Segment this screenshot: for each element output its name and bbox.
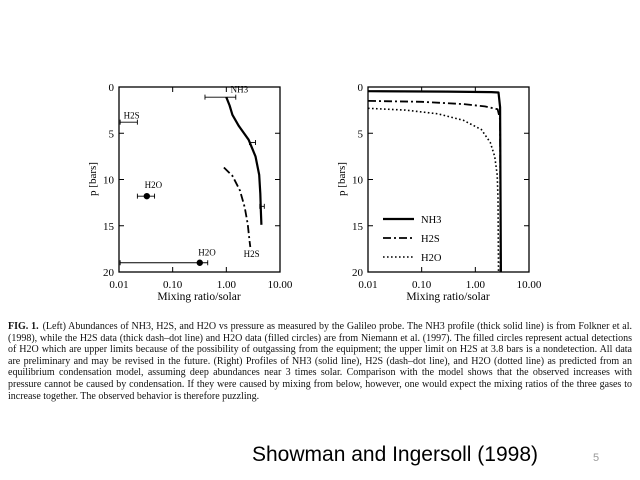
x-tick-label: 1.00 bbox=[466, 279, 486, 291]
right-series-layer bbox=[368, 90, 502, 272]
citation-text: Showman and Ingersoll (1998) bbox=[252, 443, 539, 466]
right-h2s-line bbox=[368, 100, 502, 272]
right-x-axis-label: Mixing ratio/solar bbox=[406, 291, 490, 303]
x-tick-label: 0.01 bbox=[109, 279, 128, 291]
x-tick-label: 0.01 bbox=[358, 279, 377, 291]
y-tick-label: 5 bbox=[109, 128, 115, 140]
y-tick-label: 15 bbox=[103, 221, 115, 233]
y-tick-label: 15 bbox=[352, 221, 364, 233]
figure-caption-text: (Left) Abundances of NH3, H2S, and H2O v… bbox=[8, 321, 632, 402]
y-tick-label: 0 bbox=[109, 82, 115, 94]
right-x-ticks: 0.01 0.10 1.00 10.00 bbox=[358, 87, 542, 291]
left-y-axis-label: p [bars] bbox=[87, 162, 99, 196]
y-tick-label: 0 bbox=[358, 82, 364, 94]
x-tick-label: 0.10 bbox=[163, 279, 183, 291]
right-legend: NH3 H2S H2O bbox=[383, 215, 442, 264]
left-nh3-error-bar bbox=[204, 94, 237, 100]
figure-caption-label: FIG. 1. bbox=[8, 321, 39, 332]
page-number: 5 bbox=[593, 452, 600, 464]
left-nh3-error-bar bbox=[249, 140, 256, 145]
y-tick-label: 5 bbox=[358, 128, 364, 140]
left-panel-chart: 0.01 0.10 1.00 10.00 0 5 10 15 20 NH3 H2S H2O H2O H… bbox=[87, 82, 293, 303]
left-errorbar-layer bbox=[119, 94, 265, 266]
left-nh3-line bbox=[225, 96, 263, 225]
left-h2o-error-bar bbox=[119, 260, 209, 266]
x-tick-label: 1.00 bbox=[217, 279, 237, 291]
x-tick-label: 10.00 bbox=[517, 279, 542, 291]
left-annotation-label: NH3 bbox=[231, 85, 249, 95]
x-tick-label: 0.10 bbox=[412, 279, 432, 291]
right-h2o-line bbox=[368, 107, 500, 272]
y-tick-label: 20 bbox=[103, 267, 115, 279]
left-x-ticks: 0.01 0.10 1.00 10.00 bbox=[109, 87, 293, 291]
legend-label-nh3: NH3 bbox=[421, 215, 441, 226]
right-y-ticks: 0 5 10 15 20 bbox=[352, 82, 529, 279]
left-annotation-label: H2O bbox=[198, 247, 216, 257]
figure-caption: FIG. 1. (Left) Abundances of NH3, H2S, an… bbox=[8, 321, 632, 402]
legend-label-h2o: H2O bbox=[421, 253, 442, 264]
left-nh3-error-bar bbox=[259, 203, 265, 209]
left-annotation-label: H2O bbox=[145, 180, 163, 190]
left-annotation-label: H2S bbox=[124, 110, 140, 120]
left-plot-frame bbox=[118, 86, 281, 273]
left-h2s-line bbox=[223, 166, 252, 248]
left-annotation-layer: NH3 H2S H2O H2O H2S bbox=[124, 85, 260, 260]
y-tick-label: 20 bbox=[352, 267, 364, 279]
y-tick-label: 10 bbox=[352, 175, 364, 187]
left-annotation-label: H2S bbox=[244, 249, 260, 259]
right-y-axis-label: p [bars] bbox=[336, 162, 348, 196]
y-tick-label: 10 bbox=[103, 175, 115, 187]
x-tick-label: 10.00 bbox=[268, 279, 293, 291]
right-panel-chart: 0.01 0.10 1.00 10.00 0 5 10 15 20 NH3 H2S H2O p [… bbox=[336, 82, 542, 303]
left-h2o-error-bar bbox=[136, 193, 156, 199]
left-h2s-error-bar bbox=[119, 119, 138, 125]
legend-label-h2s: H2S bbox=[421, 234, 440, 245]
right-plot-frame bbox=[367, 86, 530, 273]
left-x-axis-label: Mixing ratio/solar bbox=[157, 291, 241, 303]
left-y-ticks: 0 5 10 15 20 bbox=[103, 82, 280, 279]
